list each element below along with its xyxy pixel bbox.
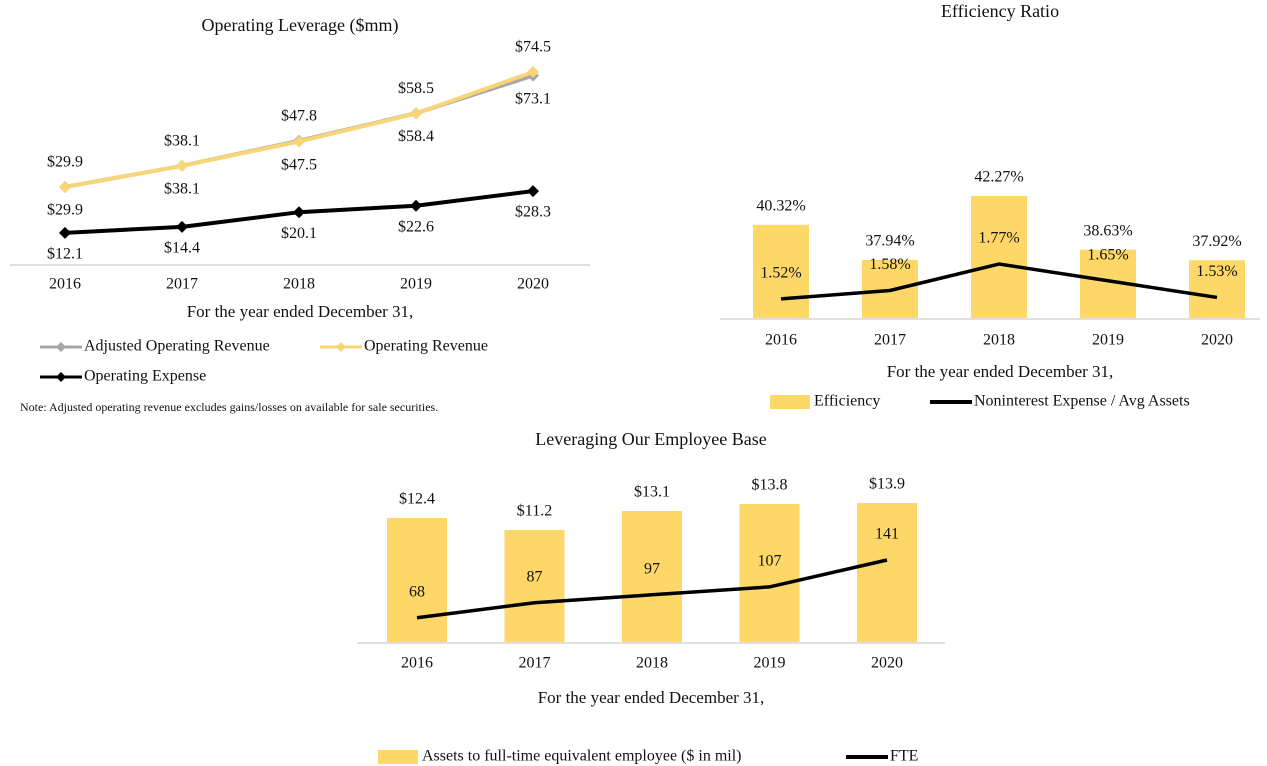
legend-marker	[56, 342, 66, 352]
point-value-label: $38.1	[164, 180, 200, 197]
x-tick-label: 2018	[283, 276, 315, 293]
bar	[504, 530, 565, 642]
point-value-label: $47.5	[281, 156, 317, 173]
point-value-label: $74.5	[515, 39, 551, 56]
legend-marker	[336, 342, 346, 352]
chart-title: Operating Leverage ($mm)	[202, 15, 399, 36]
x-tick-label: 2020	[871, 655, 903, 672]
legend-label: Adjusted Operating Revenue	[84, 338, 270, 355]
point-value-label: $22.6	[398, 218, 434, 235]
marker	[410, 107, 422, 120]
bar	[857, 503, 917, 642]
point-value-label: 97	[644, 560, 660, 577]
x-tick-label: 2019	[400, 276, 432, 293]
marker	[59, 180, 71, 193]
x-tick-label: 2017	[874, 332, 906, 349]
point-value-label: 1.77%	[978, 230, 1019, 247]
point-value-label: $12.1	[47, 245, 83, 262]
point-value-label: 1.52%	[760, 265, 801, 282]
bar-value-label: 42.27%	[974, 169, 1023, 186]
bar	[387, 518, 447, 642]
bar-value-label: $13.8	[752, 477, 788, 494]
point-value-label: $73.1	[515, 90, 551, 107]
bar	[622, 511, 682, 642]
point-value-label: $47.8	[281, 107, 317, 124]
bar-value-label: $13.9	[869, 476, 905, 493]
bar-value-label: 37.94%	[865, 233, 914, 250]
bar-value-label: 37.92%	[1192, 233, 1241, 250]
x-tick-label: 2020	[517, 276, 549, 293]
point-value-label: 1.53%	[1196, 263, 1237, 280]
chart-title: Leveraging Our Employee Base	[535, 429, 766, 449]
bar-value-label: 40.32%	[756, 197, 805, 214]
bar-value-label: $12.4	[399, 491, 435, 508]
point-value-label: $28.3	[515, 204, 551, 221]
point-value-label: 1.58%	[869, 256, 910, 273]
bar	[739, 504, 800, 642]
point-value-label: $20.1	[281, 225, 317, 242]
x-axis-label: For the year ended December 31,	[887, 362, 1114, 381]
marker	[59, 226, 71, 239]
point-value-label: $58.5	[398, 80, 434, 97]
line	[416, 558, 888, 620]
legend-label: Operating Revenue	[364, 338, 488, 355]
x-tick-label: 2018	[636, 655, 668, 672]
marker	[527, 66, 539, 78]
x-tick-label: 2019	[1092, 332, 1124, 349]
legend-label: Efficiency	[814, 393, 880, 410]
bar-value-label: $11.2	[517, 503, 552, 520]
point-value-label: $38.1	[164, 132, 200, 149]
bar	[753, 224, 809, 318]
x-tick-label: 2018	[983, 332, 1015, 349]
legend-marker	[56, 372, 66, 382]
marker	[527, 185, 539, 198]
legend-label: FTE	[890, 748, 918, 765]
bar-value-label: 38.63%	[1083, 222, 1132, 239]
x-tick-label: 2016	[49, 276, 81, 293]
point-value-label: 1.65%	[1087, 246, 1128, 263]
x-tick-label: 2019	[754, 655, 786, 672]
point-value-label: 107	[758, 553, 782, 570]
marker	[176, 159, 188, 172]
marker	[410, 199, 422, 212]
legend-swatch	[770, 395, 810, 409]
point-value-label: $58.4	[398, 128, 434, 145]
bar-value-label: $13.1	[634, 484, 670, 501]
point-value-label: $14.4	[164, 240, 200, 257]
x-axis-label: For the year ended December 31,	[538, 688, 765, 707]
x-axis-label: For the year ended December 31,	[187, 302, 414, 321]
bar	[971, 196, 1027, 318]
point-value-label: 141	[875, 526, 899, 543]
point-value-label: 87	[527, 568, 543, 585]
point-value-label: 68	[409, 583, 425, 600]
legend-swatch	[378, 750, 418, 764]
x-tick-label: 2016	[765, 332, 797, 349]
line	[780, 262, 1218, 301]
x-tick-label: 2017	[519, 655, 551, 672]
marker	[293, 135, 305, 148]
x-tick-label: 2017	[166, 276, 198, 293]
marker	[176, 220, 188, 233]
marker	[293, 206, 305, 219]
note: Note: Adjusted operating revenue exclude…	[20, 400, 438, 414]
x-tick-label: 2016	[401, 655, 433, 672]
legend-label: Noninterest Expense / Avg Assets	[974, 393, 1190, 410]
legend-label: Assets to full-time equivalent employee …	[422, 748, 741, 765]
bar	[1189, 260, 1245, 318]
legend-label: Operating Expense	[84, 368, 206, 385]
point-value-label: $29.9	[47, 154, 83, 171]
point-value-label: $29.9	[47, 202, 83, 219]
x-tick-label: 2020	[1201, 332, 1233, 349]
chart-title: Efficiency Ratio	[941, 1, 1059, 21]
